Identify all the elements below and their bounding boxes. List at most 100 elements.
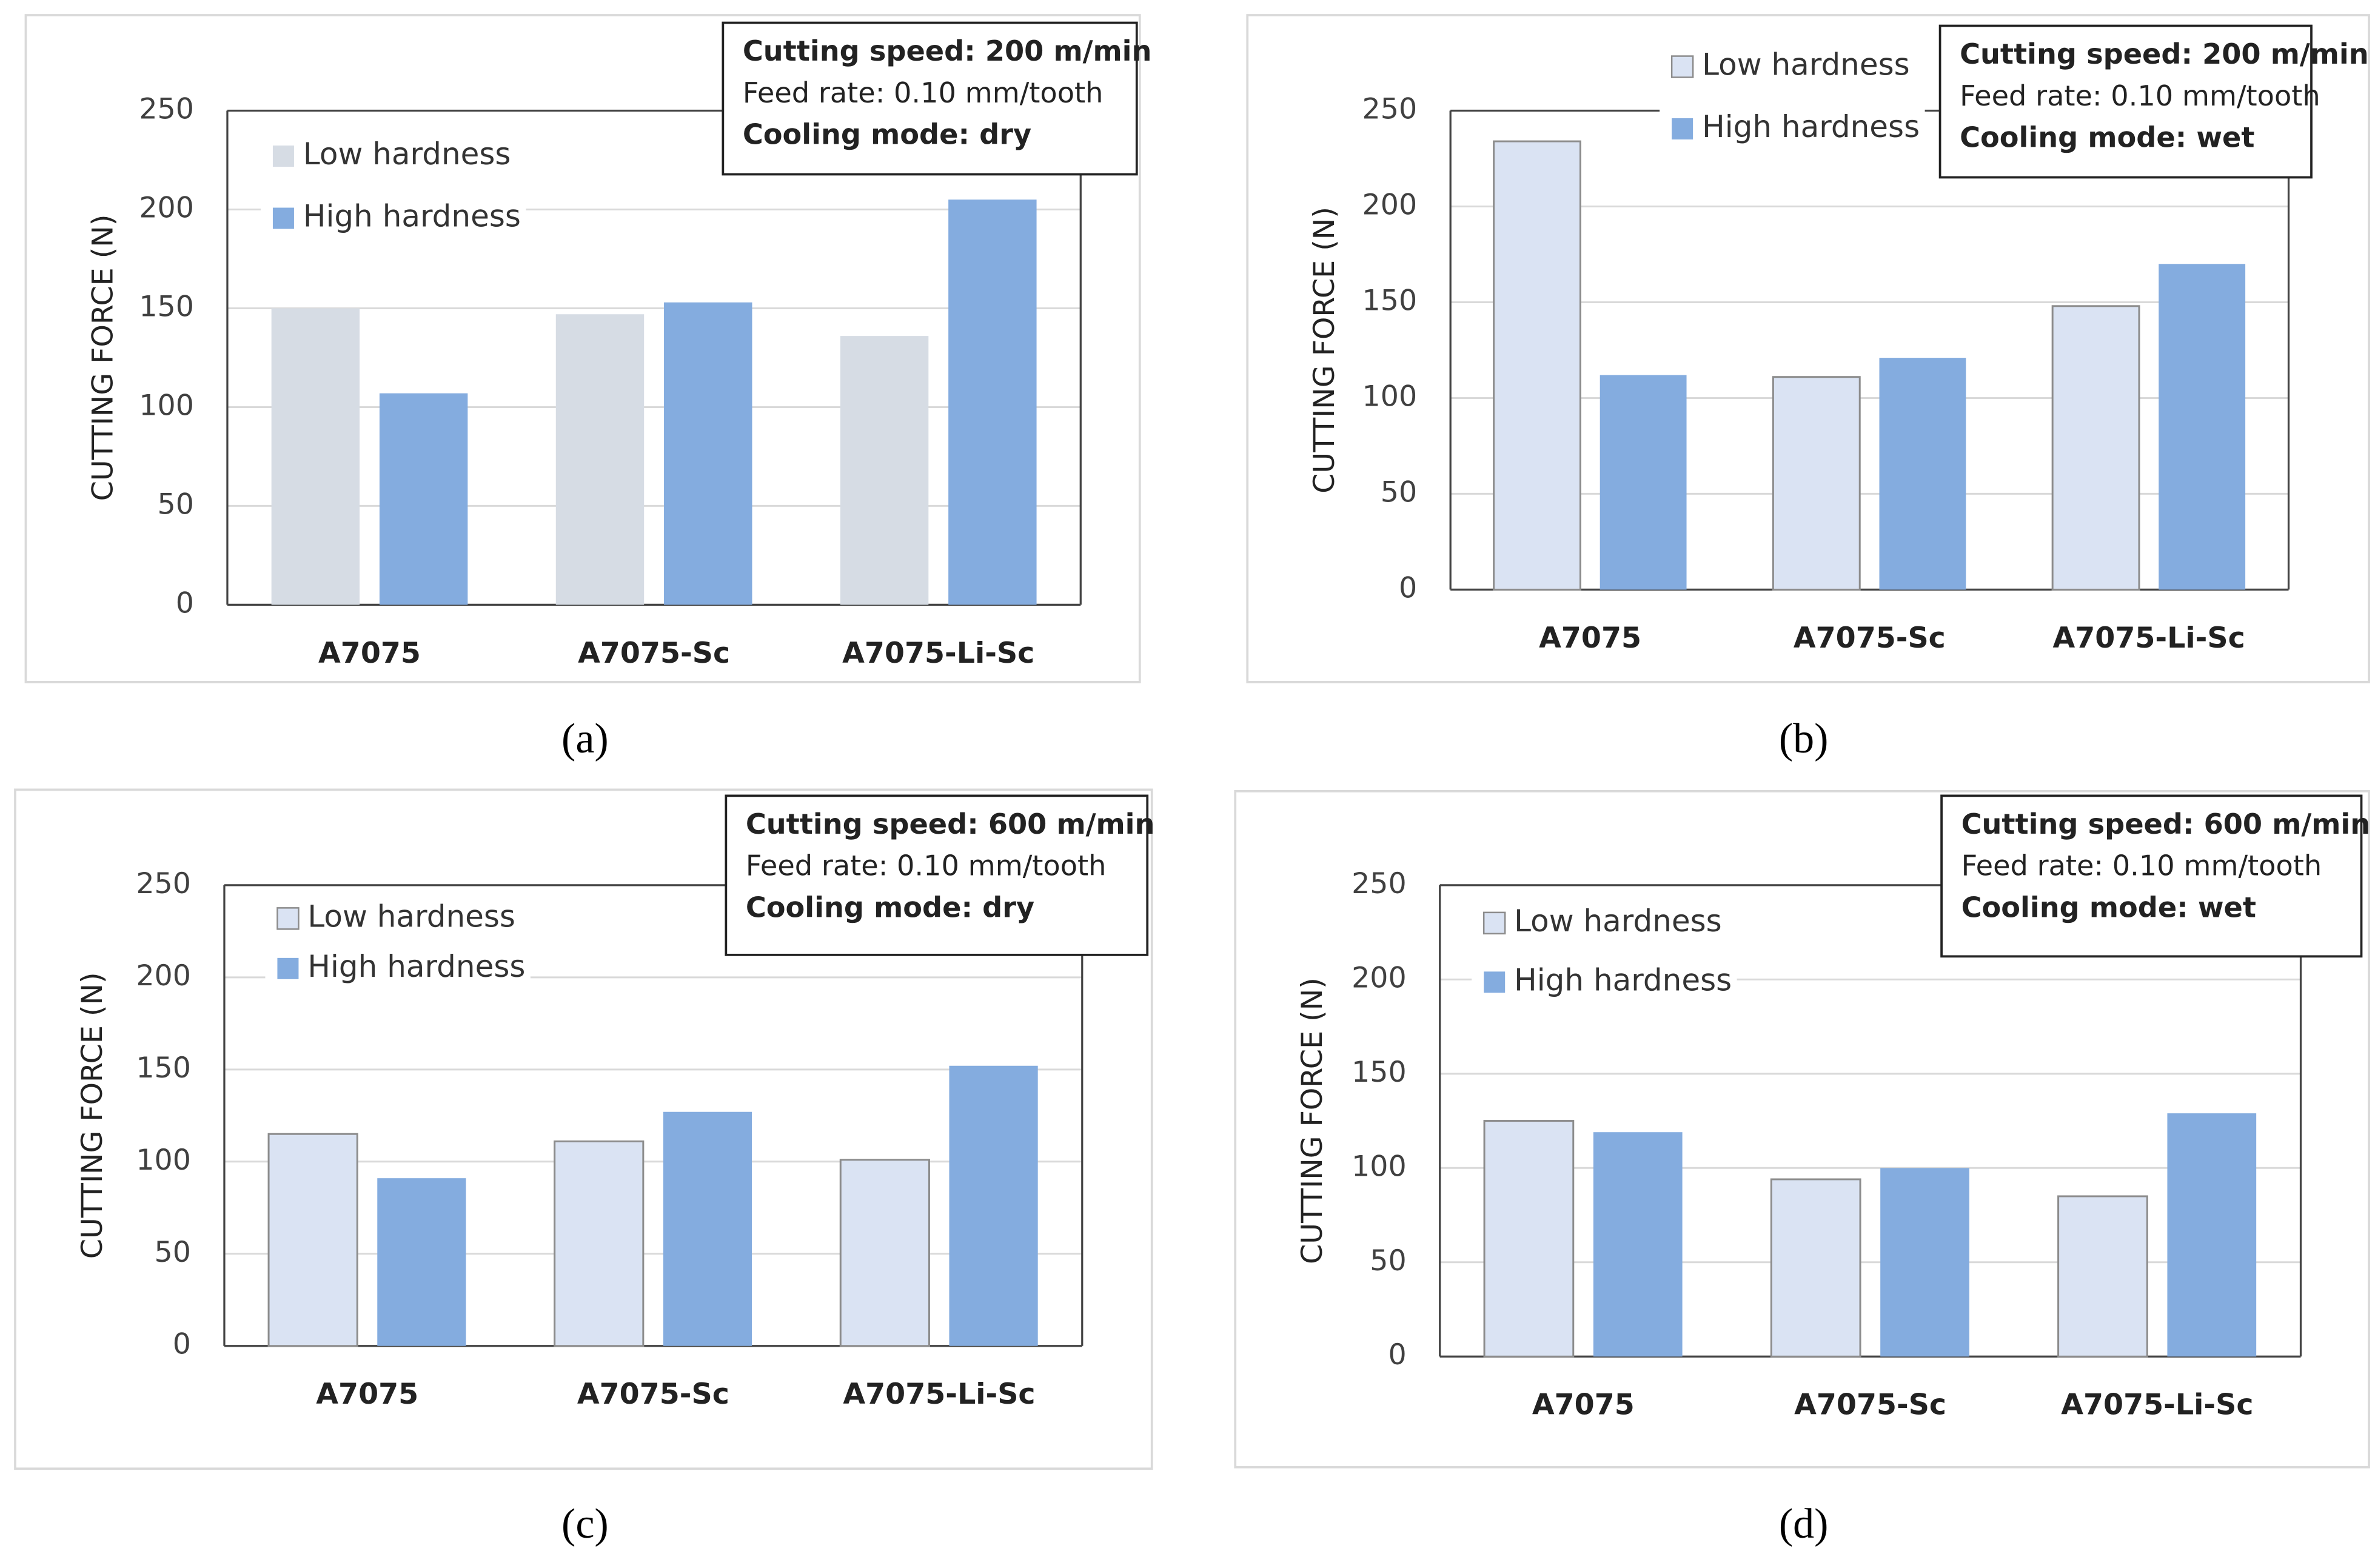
bar [948, 199, 1037, 605]
y-tick-label: 200 [139, 191, 194, 224]
legend-background [1472, 893, 1737, 1024]
y-axis-label: CUTTING FORCE (N) [86, 215, 119, 501]
y-tick-label: 200 [136, 959, 191, 993]
chart-panel: 0 50 100 150 200 250 A7075 A7075-Sc A7075-Li-Sc C… [24, 14, 1152, 762]
y-tick-label: 250 [139, 93, 194, 126]
annotation-line: Feed rate: 0.10 mm/tooth [1961, 849, 2322, 882]
y-tick-label: 100 [136, 1144, 191, 1177]
legend-label: Low hardness [307, 899, 515, 934]
annotation-line: Cutting speed: 200 m/min [743, 35, 1152, 67]
bar [1879, 358, 1966, 590]
y-tick-label: 50 [158, 487, 194, 521]
panel-caption: (c) [561, 1501, 609, 1547]
y-axis-label: CUTTING FORCE (N) [1308, 207, 1341, 494]
legend-label: High hardness [1514, 962, 1732, 997]
bar [949, 1065, 1038, 1346]
x-tick-label: A7075 [316, 1378, 418, 1411]
annotation-line: Feed rate: 0.10 mm/tooth [743, 76, 1104, 109]
bar [840, 336, 929, 605]
annotation-line: Cooling mode: wet [1961, 891, 2256, 923]
x-tick-label: A7075-Li-Sc [2061, 1389, 2253, 1422]
y-tick-label: 150 [139, 290, 194, 323]
x-tick-label: A7075 [318, 637, 421, 670]
y-tick-label: 0 [173, 1328, 191, 1361]
bar [1493, 140, 1581, 591]
legend-label: Low hardness [1702, 47, 1910, 82]
y-tick-label: 150 [1362, 284, 1418, 317]
bar [2057, 1195, 2148, 1358]
y-tick-label: 250 [1352, 867, 1407, 900]
legend-label: High hardness [307, 949, 525, 984]
chart-panel: 0 50 100 150 200 250 A7075 A7075-Sc A7075-Li-Sc C… [1234, 789, 2371, 1547]
legend-swatch [272, 207, 294, 229]
panel-caption: (a) [561, 715, 609, 762]
bar [271, 308, 360, 605]
y-tick-label: 100 [139, 389, 194, 422]
chart-panel: 0 50 100 150 200 250 A7075 A7075-Sc A7075-Li-Sc C… [1246, 14, 2370, 762]
y-tick-label: 200 [1352, 961, 1407, 994]
bar [1600, 375, 1687, 590]
annotation-line: Cutting speed: 600 m/min [746, 808, 1155, 840]
y-tick-label: 50 [1381, 475, 1417, 509]
x-tick-label: A7075 [1539, 622, 1641, 655]
annotation-box [722, 21, 1138, 176]
bar [1593, 1132, 1683, 1357]
panel-caption: (b) [1779, 715, 1829, 762]
y-tick-label: 0 [1388, 1338, 1406, 1372]
y-tick-label: 50 [155, 1236, 191, 1269]
legend-swatch [276, 907, 300, 930]
annotation-line: Cutting speed: 600 m/min [1961, 808, 2371, 840]
y-tick-label: 250 [136, 867, 191, 900]
bar [1772, 376, 1861, 591]
legend-label: Low hardness [1514, 903, 1722, 939]
annotation-box [1940, 794, 2363, 958]
legend-swatch [1482, 911, 1506, 935]
legend-label: Low hardness [303, 136, 511, 172]
annotation-line: Cooling mode: dry [743, 118, 1031, 151]
y-tick-label: 50 [1370, 1244, 1406, 1278]
x-tick-label: A7075-Sc [1794, 1389, 1946, 1422]
bar [839, 1159, 930, 1347]
legend-background [265, 888, 531, 1000]
y-tick-label: 150 [136, 1051, 191, 1085]
legend-swatch [272, 146, 294, 167]
annotation-line: Feed rate: 0.10 mm/tooth [1960, 79, 2320, 112]
y-tick-label: 0 [176, 586, 194, 620]
legend-swatch [277, 957, 299, 979]
y-axis-label: CUTTING FORCE (N) [1296, 977, 1329, 1264]
bar [1770, 1178, 1861, 1358]
bar [379, 393, 468, 605]
annotation-line: Cutting speed: 200 m/min [1960, 38, 2369, 70]
panel-caption: (d) [1779, 1501, 1829, 1547]
y-tick-label: 100 [1352, 1150, 1407, 1183]
bar [2159, 264, 2246, 590]
legend-background [260, 126, 526, 263]
bar [267, 1133, 358, 1347]
legend-swatch [1670, 55, 1694, 78]
bar [1483, 1120, 1575, 1358]
annotation-box [1938, 24, 2313, 179]
x-tick-label: A7075-Li-Sc [842, 637, 1034, 670]
y-tick-label: 150 [1352, 1056, 1407, 1089]
y-tick-label: 200 [1362, 188, 1418, 221]
bar [377, 1178, 466, 1346]
y-tick-label: 250 [1362, 93, 1418, 126]
y-tick-label: 0 [1399, 571, 1417, 605]
annotation-line: Feed rate: 0.10 mm/tooth [746, 849, 1107, 882]
x-tick-label: A7075-Sc [1794, 622, 1946, 655]
x-tick-label: A7075 [1532, 1389, 1635, 1422]
bar [664, 302, 752, 605]
bar [663, 1111, 752, 1346]
x-tick-label: A7075-Li-Sc [2053, 622, 2245, 655]
legend-label: High hardness [303, 198, 521, 233]
bar [554, 1140, 645, 1347]
chart-panel: 0 50 100 150 200 250 A7075 A7075-Sc A7075-Li-Sc C… [14, 788, 1155, 1547]
x-tick-label: A7075-Li-Sc [843, 1378, 1035, 1411]
y-axis-label: CUTTING FORCE (N) [76, 972, 109, 1259]
x-tick-label: A7075-Sc [578, 637, 730, 670]
bar [2167, 1113, 2257, 1357]
legend-swatch [1672, 118, 1693, 140]
legend-swatch [1484, 971, 1506, 993]
